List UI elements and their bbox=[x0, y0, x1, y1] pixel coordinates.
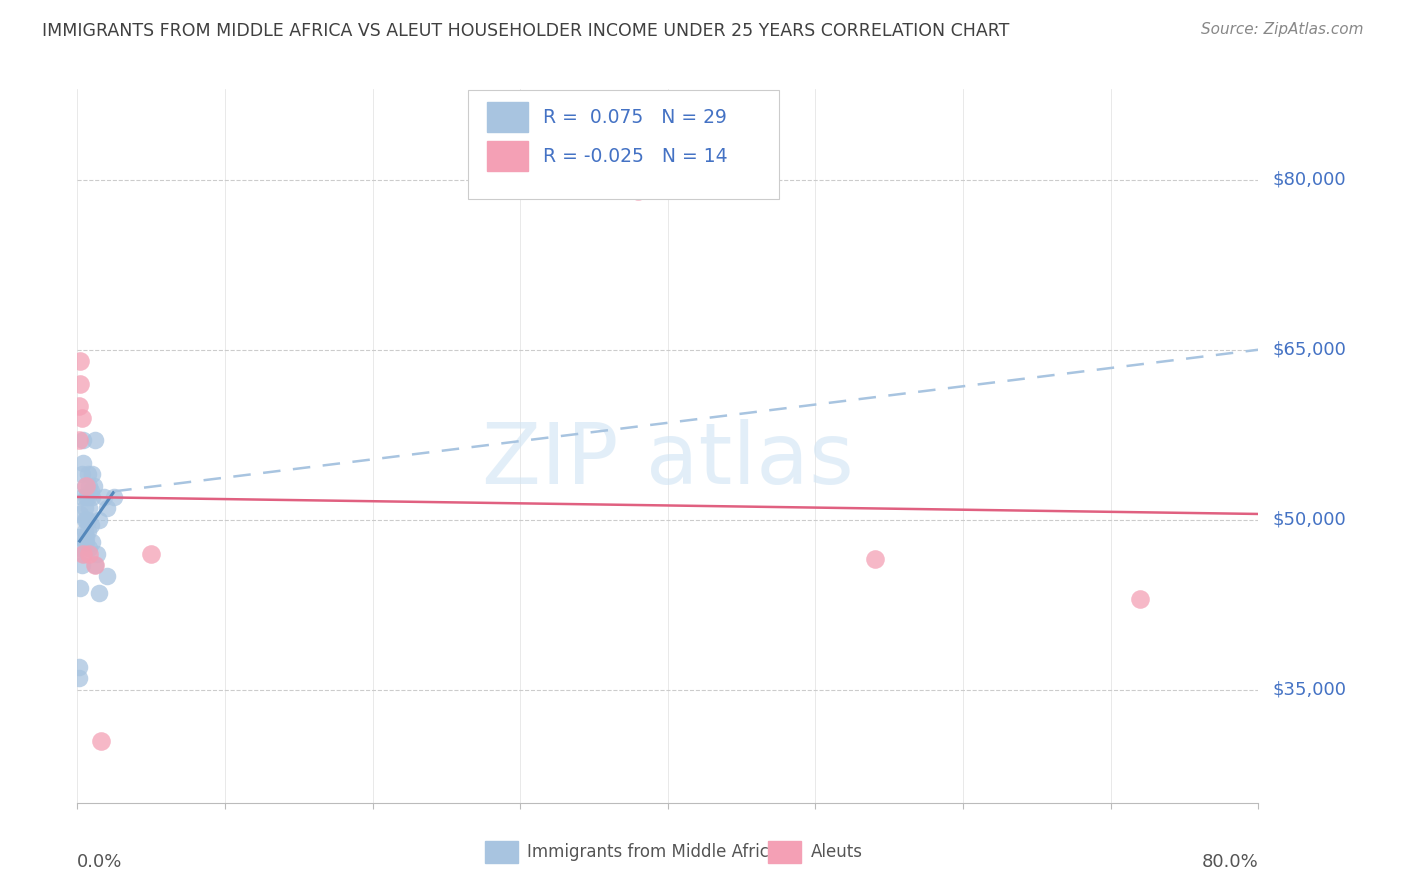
Point bbox=[84, 558, 107, 572]
Point bbox=[67, 671, 90, 685]
Point bbox=[76, 513, 98, 527]
Point bbox=[70, 467, 93, 482]
Point bbox=[96, 569, 118, 583]
Point bbox=[73, 478, 96, 492]
Text: 80.0%: 80.0% bbox=[1202, 853, 1258, 871]
Point bbox=[67, 530, 90, 544]
Point bbox=[70, 490, 93, 504]
Point bbox=[72, 434, 94, 448]
Point bbox=[72, 547, 94, 561]
Point bbox=[70, 410, 93, 425]
Point bbox=[75, 513, 97, 527]
Text: Immigrants from Middle Africa: Immigrants from Middle Africa bbox=[527, 843, 779, 861]
Text: Aleuts: Aleuts bbox=[811, 843, 863, 861]
Point bbox=[90, 733, 112, 747]
Point bbox=[863, 552, 886, 566]
Point bbox=[70, 558, 93, 572]
Point bbox=[67, 660, 90, 674]
Text: $80,000: $80,000 bbox=[1272, 170, 1346, 189]
Point bbox=[75, 530, 97, 544]
Point bbox=[72, 456, 94, 470]
Point bbox=[89, 513, 111, 527]
Point bbox=[82, 467, 104, 482]
FancyBboxPatch shape bbox=[485, 840, 517, 863]
Text: Source: ZipAtlas.com: Source: ZipAtlas.com bbox=[1201, 22, 1364, 37]
Point bbox=[67, 434, 90, 448]
Point bbox=[75, 535, 97, 549]
Point bbox=[69, 541, 91, 555]
Point bbox=[73, 501, 96, 516]
FancyBboxPatch shape bbox=[468, 90, 779, 199]
Point bbox=[1129, 591, 1152, 606]
Point bbox=[77, 541, 100, 555]
Point bbox=[141, 547, 163, 561]
Point bbox=[82, 490, 104, 504]
Point bbox=[72, 547, 94, 561]
Point bbox=[69, 376, 91, 391]
Point bbox=[77, 547, 100, 561]
Point bbox=[96, 501, 118, 516]
Point bbox=[75, 478, 97, 492]
Point bbox=[77, 478, 100, 492]
Point bbox=[89, 586, 111, 600]
Point bbox=[69, 507, 91, 521]
Text: 0.0%: 0.0% bbox=[77, 853, 122, 871]
Point bbox=[79, 484, 101, 499]
Text: IMMIGRANTS FROM MIDDLE AFRICA VS ALEUT HOUSEHOLDER INCOME UNDER 25 YEARS CORRELA: IMMIGRANTS FROM MIDDLE AFRICA VS ALEUT H… bbox=[42, 22, 1010, 40]
Point bbox=[79, 518, 101, 533]
Point bbox=[84, 434, 107, 448]
Point bbox=[627, 184, 650, 198]
Point bbox=[93, 490, 115, 504]
Point bbox=[103, 490, 125, 504]
Point bbox=[73, 524, 96, 538]
Point bbox=[82, 535, 104, 549]
Point bbox=[67, 400, 90, 414]
Point bbox=[76, 524, 98, 538]
FancyBboxPatch shape bbox=[486, 102, 529, 132]
Point bbox=[69, 354, 91, 368]
Point bbox=[75, 490, 97, 504]
Text: $50,000: $50,000 bbox=[1272, 510, 1346, 529]
Point bbox=[69, 581, 91, 595]
Text: $35,000: $35,000 bbox=[1272, 681, 1347, 698]
Point bbox=[76, 490, 98, 504]
Text: R = -0.025   N = 14: R = -0.025 N = 14 bbox=[543, 147, 727, 166]
Point bbox=[84, 558, 107, 572]
Text: ZIP atlas: ZIP atlas bbox=[482, 418, 853, 502]
Point bbox=[86, 547, 108, 561]
FancyBboxPatch shape bbox=[486, 141, 529, 171]
Point bbox=[77, 501, 100, 516]
Text: R =  0.075   N = 29: R = 0.075 N = 29 bbox=[543, 108, 727, 127]
Point bbox=[73, 535, 96, 549]
Point bbox=[73, 513, 96, 527]
Text: $65,000: $65,000 bbox=[1272, 341, 1346, 359]
Point bbox=[83, 478, 105, 492]
Point bbox=[76, 467, 98, 482]
FancyBboxPatch shape bbox=[768, 840, 801, 863]
